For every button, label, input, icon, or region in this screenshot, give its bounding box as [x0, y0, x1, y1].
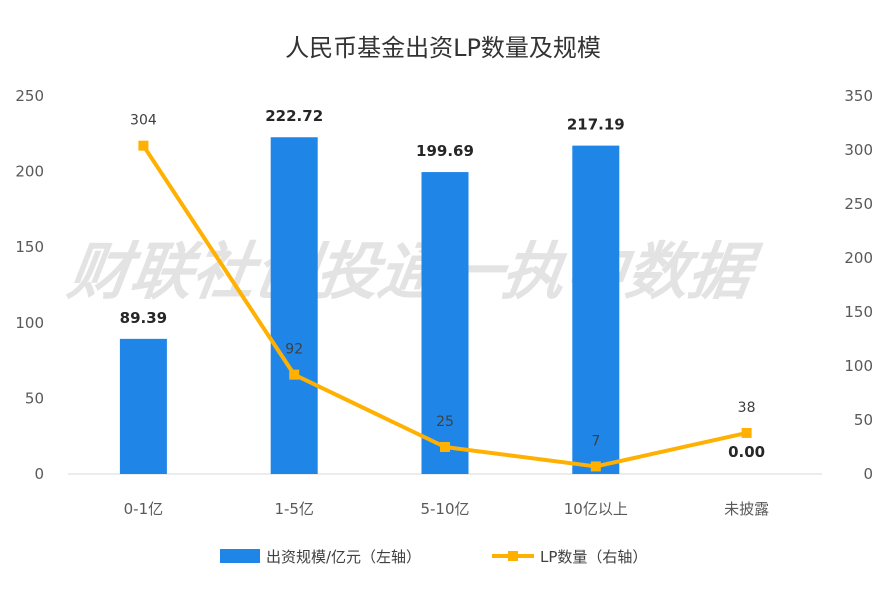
bar-value-label: 199.69	[416, 142, 474, 160]
bar	[421, 172, 469, 474]
line-value-label: 92	[285, 342, 303, 358]
right-tick-label: 300	[844, 141, 873, 159]
line-value-label: 7	[591, 433, 600, 449]
bar	[119, 338, 167, 474]
line-value-label: 304	[130, 113, 157, 129]
left-axis: 0 50 100 150 200 250	[15, 87, 44, 483]
left-tick-label: 250	[15, 87, 44, 105]
right-tick-label: 100	[844, 357, 873, 375]
chart-watermark: 财联社创投通一执中数据	[64, 235, 766, 308]
line-marker	[138, 140, 149, 151]
legend-line-label: LP数量（右轴）	[540, 548, 647, 566]
bar-value-label: 217.19	[567, 116, 625, 134]
line-marker	[289, 369, 300, 380]
right-tick-label: 50	[854, 411, 873, 429]
bar-value-label: 0.00	[728, 443, 765, 461]
bar	[270, 137, 318, 474]
left-tick-label: 50	[25, 389, 44, 407]
bar-value-label: 89.39	[120, 309, 167, 327]
legend: 出资规模/亿元（左轴） LP数量（右轴）	[220, 548, 647, 566]
category-label: 未披露	[724, 500, 769, 518]
bar-value-label: 222.72	[265, 107, 323, 125]
legend-line-marker	[508, 551, 518, 561]
legend-bar-label: 出资规模/亿元（左轴）	[266, 548, 421, 566]
left-tick-label: 200	[15, 163, 44, 181]
legend-bar-swatch	[220, 549, 260, 563]
line-marker	[590, 461, 601, 472]
category-axis: 0-1亿 1-5亿 5-10亿 10亿以上 未披露	[124, 500, 769, 518]
line-value-label: 25	[436, 414, 454, 430]
right-tick-label: 350	[844, 87, 873, 105]
category-label: 10亿以上	[564, 500, 628, 518]
chart-title: 人民币基金出资LP数量及规模	[285, 34, 601, 62]
category-label: 0-1亿	[124, 500, 164, 518]
left-tick-label: 100	[15, 314, 44, 332]
right-tick-label: 0	[863, 465, 873, 483]
left-tick-label: 0	[34, 465, 44, 483]
right-axis: 0 50 100 150 200 250 300 350	[844, 87, 873, 483]
right-tick-label: 150	[844, 303, 873, 321]
right-tick-label: 250	[844, 195, 873, 213]
right-tick-label: 200	[844, 249, 873, 267]
line-value-label: 38	[738, 400, 756, 416]
bar	[572, 145, 620, 475]
line-series: 304 92 25 7 38	[130, 113, 756, 472]
bar-series: 89.39 222.72 199.69 217.19 0.00	[119, 107, 765, 475]
category-label: 1-5亿	[274, 500, 314, 518]
line-marker	[440, 442, 450, 452]
line-marker	[741, 427, 752, 438]
left-tick-label: 150	[15, 238, 44, 256]
category-label: 5-10亿	[420, 500, 469, 518]
